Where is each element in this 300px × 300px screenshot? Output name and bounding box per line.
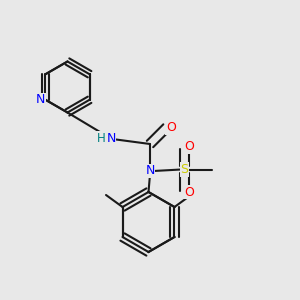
Text: S: S — [181, 163, 188, 176]
Text: O: O — [184, 140, 194, 154]
Text: O: O — [166, 121, 176, 134]
Text: H: H — [97, 131, 106, 145]
Text: O: O — [184, 185, 194, 199]
Text: N: N — [36, 93, 46, 106]
Text: N: N — [145, 164, 155, 178]
Text: N: N — [106, 131, 116, 145]
